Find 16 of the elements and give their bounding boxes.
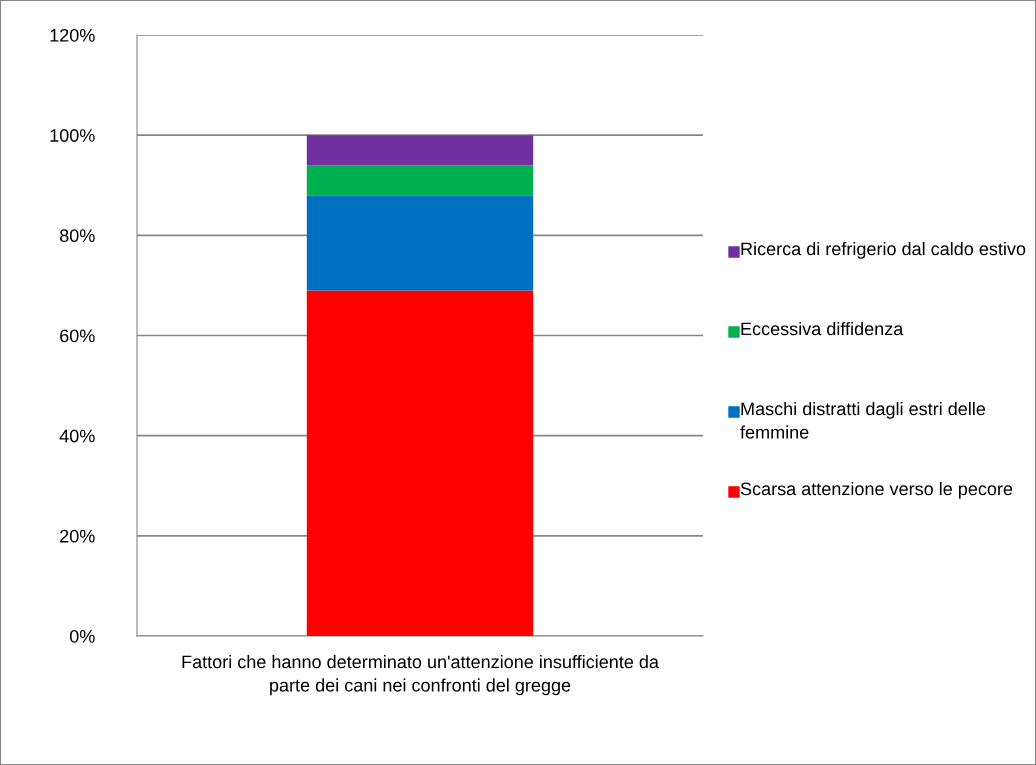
legend-label: Ricerca di refrigerio dal caldo estivo (741, 242, 1026, 259)
legend-label: Eccessiva diffidenza (741, 322, 904, 336)
y-tick-label: 80% (59, 229, 95, 243)
bar (306, 135, 534, 166)
bar (306, 165, 534, 196)
y-tick-label: 100% (50, 129, 95, 142)
legend-label: Scarsa attenzione verso le pecore (740, 482, 1013, 499)
y-tick-label: 40% (59, 429, 95, 443)
bar (306, 195, 534, 291)
bar (306, 290, 534, 636)
x-tick-label: Fattori che hanno determinato un'attenzione insufficiente da parte dei cani nei confronti del gregge (182, 655, 659, 696)
y-tick-label: 0% (69, 629, 95, 643)
y-tick-label: 20% (60, 529, 95, 543)
y-tick-label: 120% (50, 28, 95, 42)
y-tick-label: 60% (60, 329, 95, 343)
legend-label: Maschi distratti dagli estri delle femmine (740, 402, 986, 439)
